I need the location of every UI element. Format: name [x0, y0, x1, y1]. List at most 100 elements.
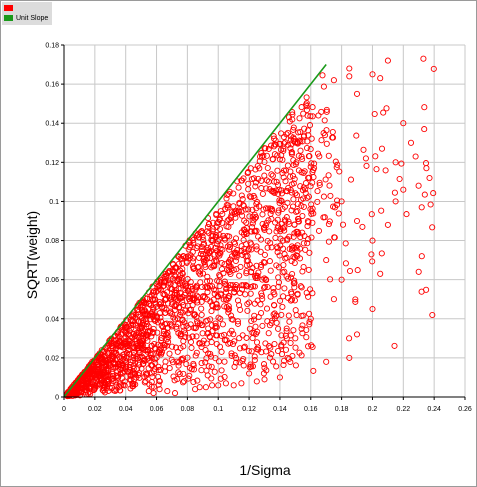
scatter-point: [232, 249, 239, 256]
y-tick-label: 0.18: [45, 43, 59, 50]
scatter-point: [214, 293, 221, 300]
scatter-point: [308, 342, 315, 349]
scatter-point: [186, 364, 193, 371]
scatter-point: [177, 255, 184, 262]
scatter-point: [267, 344, 274, 351]
scatter-point: [264, 164, 271, 172]
scatter-point: [174, 348, 181, 355]
scatter-point: [118, 382, 125, 389]
scatter-point: [268, 206, 275, 213]
scatter-point: [156, 310, 163, 317]
scatter-point: [291, 284, 298, 291]
scatter-point: [230, 382, 237, 389]
scatter-point: [294, 208, 301, 215]
scatter-point: [293, 252, 300, 259]
scatter-point: [310, 367, 317, 374]
scatter-point: [158, 322, 165, 329]
scatter-point: [252, 330, 260, 337]
scatter-point: [278, 342, 285, 349]
scatter-point: [194, 377, 201, 384]
scatter-point: [311, 164, 318, 172]
scatter-point: [243, 241, 250, 248]
scatter-point: [325, 238, 332, 245]
scatter-point: [163, 295, 170, 302]
scatter-point: [103, 378, 111, 385]
scatter-point: [320, 83, 327, 90]
scatter-point: [309, 219, 316, 226]
scatter-point: [147, 351, 154, 358]
scatter-point: [169, 343, 176, 350]
scatter-point: [149, 296, 156, 303]
scatter-point: [187, 297, 194, 305]
scatter-point: [258, 185, 265, 192]
scatter-point: [275, 264, 283, 271]
scatter-point: [190, 258, 197, 265]
scatter-point: [226, 330, 233, 337]
scatter-point: [158, 303, 165, 310]
scatter-point: [274, 249, 281, 256]
scatter-point: [274, 152, 281, 159]
scatter-point: [282, 332, 289, 339]
scatter-point: [300, 263, 307, 271]
scatter-point: [392, 159, 399, 166]
scatter-point: [264, 244, 271, 251]
scatter-point: [238, 380, 245, 387]
scatter-point: [266, 322, 273, 329]
y-axis-title: SQRT(weight): [24, 211, 40, 299]
scatter-point: [205, 284, 212, 291]
scatter-point: [282, 178, 289, 185]
scatter-point: [391, 189, 398, 196]
scatter-point: [249, 206, 256, 213]
scatter-point: [308, 201, 315, 208]
scatter-point: [150, 390, 157, 397]
scatter-point: [321, 117, 328, 124]
scatter-point: [231, 338, 238, 345]
scatter-point: [286, 318, 293, 325]
scatter-point: [305, 343, 312, 350]
scatter-point: [227, 339, 234, 347]
scatter-point: [430, 65, 437, 72]
scatter-point: [353, 217, 361, 225]
scatter-point: [212, 320, 219, 327]
scatter-point: [391, 342, 398, 349]
scatter-point: [161, 282, 168, 289]
scatter-point: [295, 152, 302, 159]
scatter-point: [283, 325, 290, 332]
scatter-point: [184, 354, 191, 361]
scatter-point: [305, 193, 312, 200]
scatter-point: [156, 377, 163, 385]
scatter-point: [140, 357, 147, 364]
scatter-point: [305, 266, 312, 273]
scatter-point: [167, 277, 174, 284]
scatter-point: [285, 275, 292, 282]
legend-item-unit-slope: Unit Slope: [4, 14, 48, 23]
scatter-point: [204, 278, 211, 285]
scatter-point: [306, 174, 313, 181]
scatter-point: [210, 296, 217, 303]
scatter-point: [293, 312, 300, 319]
scatter-point: [303, 103, 310, 110]
scatter-point: [270, 143, 278, 150]
scatter-point: [119, 362, 126, 369]
scatter-point: [275, 207, 282, 214]
scatter-point: [382, 167, 389, 174]
scatter-point: [236, 199, 243, 206]
x-tick-label: 0.16: [304, 406, 318, 413]
scatter-point: [230, 331, 237, 338]
scatter-point: [222, 380, 229, 387]
scatter-point: [338, 198, 345, 205]
scatter-point: [360, 146, 367, 153]
scatter-point: [279, 156, 286, 163]
scatter-point: [214, 219, 221, 227]
scatter-point: [296, 349, 303, 356]
scatter-point: [261, 364, 268, 371]
scatter-point: [287, 297, 294, 304]
scatter-point: [253, 378, 260, 385]
scatter-point: [418, 204, 425, 211]
scatter-point: [123, 329, 130, 337]
scatter-point: [301, 168, 308, 175]
scatter-point: [201, 294, 208, 301]
scatter-point: [259, 322, 266, 329]
scatter-point: [263, 305, 271, 312]
